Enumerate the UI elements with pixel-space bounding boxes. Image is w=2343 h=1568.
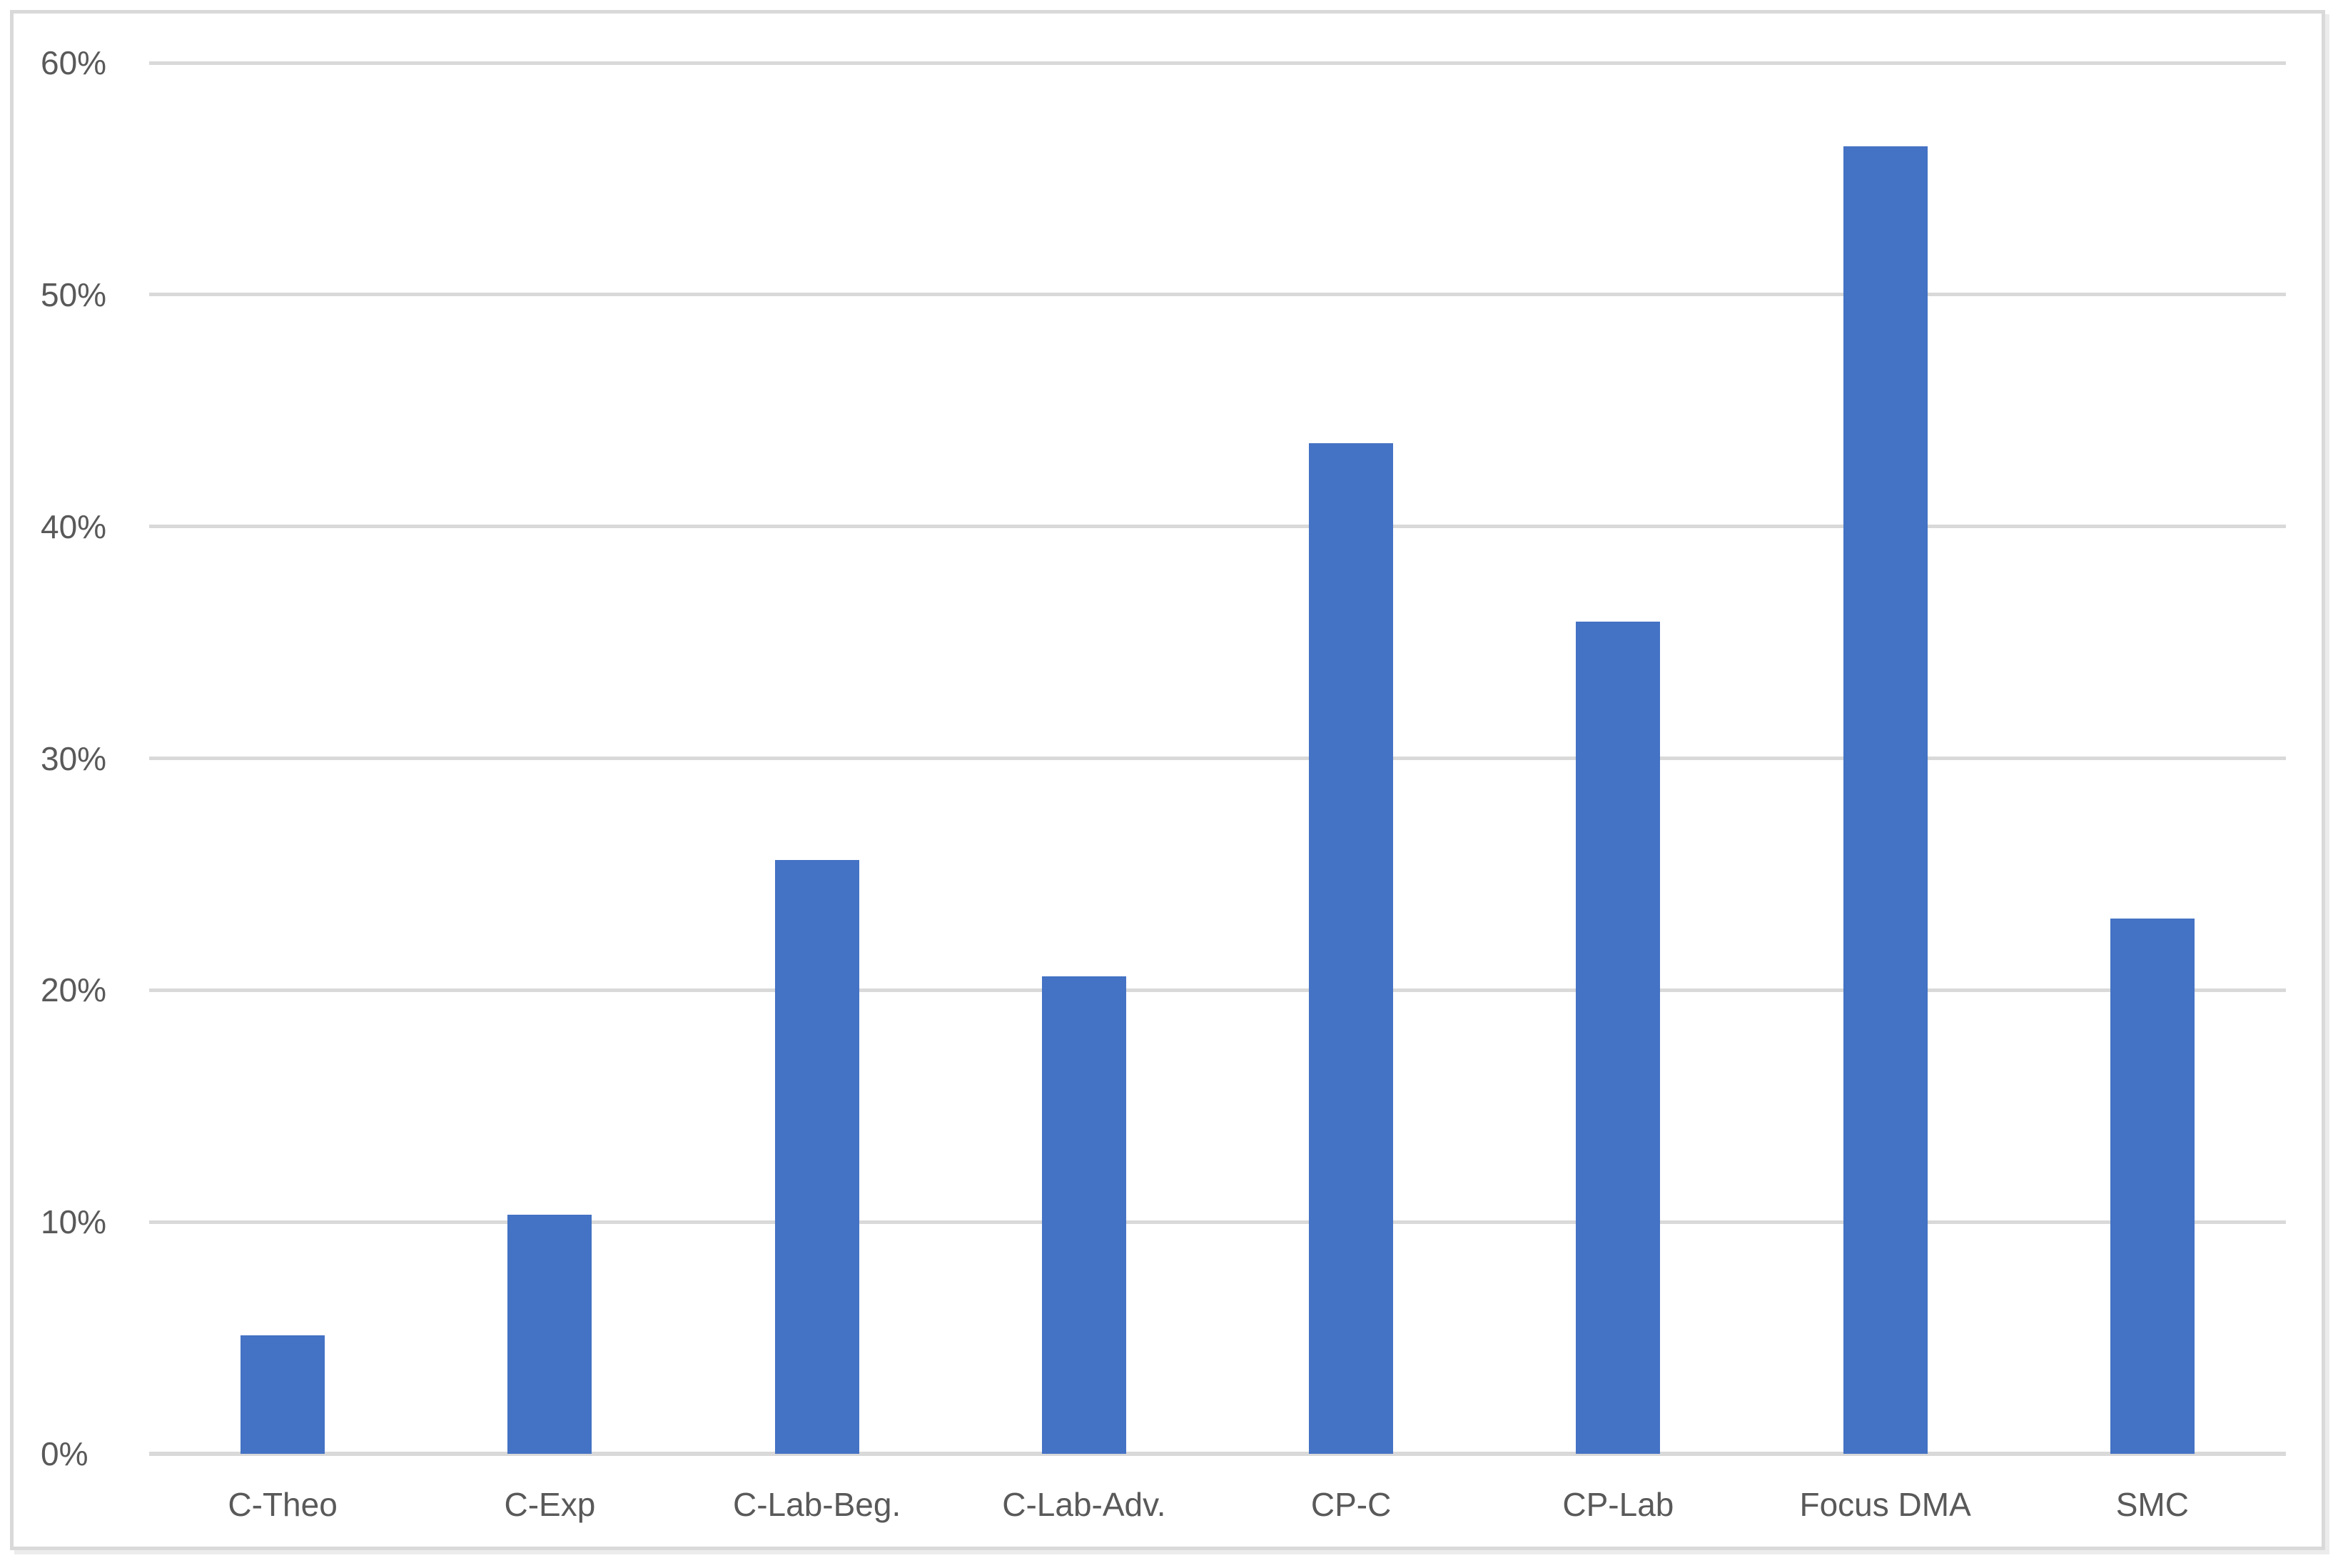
y-axis-tick-label: 40%: [41, 507, 107, 545]
y-axis-tick-label: 0%: [41, 1435, 88, 1472]
y-axis-tick-label: 20%: [41, 971, 107, 1009]
bar-cp-c: [1309, 442, 1394, 1454]
bar-focus-dma: [1843, 146, 1928, 1454]
x-axis-category-label: CP-Lab: [1562, 1486, 1674, 1523]
y-axis-tick-label: 10%: [41, 1203, 107, 1241]
gridline-50: [149, 293, 2286, 297]
x-axis-category-label: Focus DMA: [1799, 1486, 1971, 1523]
x-axis-category-label: C-Exp: [504, 1486, 596, 1523]
x-axis-category-label: C-Theo: [228, 1486, 338, 1523]
bar-cp-lab: [1576, 621, 1661, 1454]
chart-frame: [10, 10, 2325, 1550]
plot-area: [149, 61, 2286, 1456]
gridline-20: [149, 988, 2286, 992]
bar-c-theo: [241, 1335, 325, 1454]
bar-smc: [2110, 918, 2195, 1454]
x-axis-category-label: C-Lab-Adv.: [1002, 1486, 1166, 1523]
bar-c-exp: [507, 1215, 592, 1454]
y-axis-tick-label: 50%: [41, 275, 107, 313]
bar-c-lab-beg: [774, 860, 859, 1454]
y-axis-tick-label: 60%: [41, 44, 107, 81]
x-axis-category-label: CP-C: [1310, 1486, 1392, 1523]
x-axis-category-label: SMC: [2115, 1486, 2189, 1523]
x-axis-line: [149, 1452, 2286, 1456]
gridline-30: [149, 757, 2286, 760]
y-axis-tick-label: 30%: [41, 739, 107, 777]
bar-c-lab-adv: [1041, 976, 1126, 1454]
gridline-60: [149, 61, 2286, 65]
gridline-10: [149, 1220, 2286, 1224]
gridline-40: [149, 525, 2286, 529]
x-axis-category-label: C-Lab-Beg.: [733, 1486, 901, 1523]
